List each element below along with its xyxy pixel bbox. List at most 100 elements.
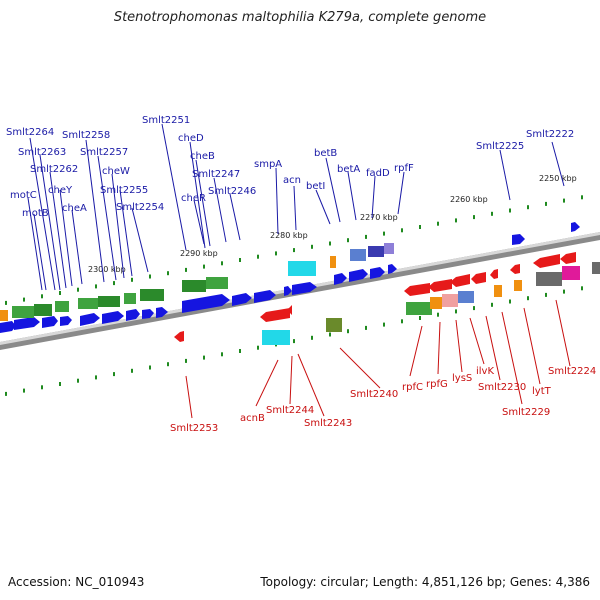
cds-arrow xyxy=(80,313,100,326)
topology-summary: Topology: circular; Length: 4,851,126 bp… xyxy=(260,575,590,589)
class-block xyxy=(182,280,206,292)
forward-cds-track xyxy=(0,222,580,333)
kbp-label-2260: 2260 kbp xyxy=(450,195,488,204)
cds-arrow xyxy=(370,267,385,279)
gene-label: lytT xyxy=(532,386,552,397)
cds-arrow xyxy=(533,254,560,268)
class-block xyxy=(12,306,34,318)
class-block xyxy=(442,294,458,307)
gene-label: Smlt2254 xyxy=(116,202,164,213)
gene-label: Smlt2253 xyxy=(170,423,218,434)
gene-label: betB xyxy=(314,148,337,159)
cds-arrow xyxy=(512,234,525,245)
gene-label: Smlt2264 xyxy=(6,127,54,138)
cds-arrow xyxy=(14,317,40,330)
cds-arrow xyxy=(471,272,486,284)
kbp-label-2300: 2300 kbp xyxy=(88,265,126,274)
gene-label: betA xyxy=(337,164,360,175)
gene-label: ilvK xyxy=(476,366,494,377)
class-block xyxy=(368,246,384,257)
bottom-leader-lines xyxy=(185,299,571,419)
cds-arrow xyxy=(60,316,72,326)
cds-arrow xyxy=(42,316,58,328)
gene-label: Smlt2251 xyxy=(142,115,190,126)
class-block xyxy=(206,277,228,289)
kbp-label-2290: 2290 kbp xyxy=(180,249,218,258)
cds-arrow xyxy=(254,290,276,303)
cds-arrow xyxy=(334,273,347,285)
gene-label: Smlt2230 xyxy=(478,382,526,393)
class-block xyxy=(124,293,136,304)
gene-label: Smlt2262 xyxy=(30,164,78,175)
cds-arrow xyxy=(560,252,576,264)
gene-label: smpA xyxy=(254,159,282,170)
gene-label: motB xyxy=(22,208,49,219)
cds-arrow xyxy=(284,286,292,296)
class-block xyxy=(326,318,342,332)
class-block xyxy=(536,272,562,286)
class-block xyxy=(330,256,336,268)
gene-label: Smlt2257 xyxy=(80,147,128,158)
class-block xyxy=(98,296,120,307)
cds-arrow xyxy=(260,308,290,322)
class-block xyxy=(262,330,290,345)
gene-label: Smlt2247 xyxy=(192,169,240,180)
class-block xyxy=(430,297,442,309)
cds-arrow xyxy=(571,222,580,232)
top-leader-lines xyxy=(27,123,565,291)
kbp-label-2250: 2250 kbp xyxy=(539,174,577,183)
class-block xyxy=(55,301,69,312)
gene-label: acn xyxy=(283,175,301,186)
cds-arrow xyxy=(174,331,184,342)
cds-arrow xyxy=(404,283,430,296)
cds-arrow xyxy=(182,294,230,313)
class-block xyxy=(514,280,522,291)
gene-label: acnB xyxy=(240,413,265,424)
accession-text: Accession: NC_010943 xyxy=(8,575,145,589)
class-block xyxy=(458,291,474,303)
kbp-label-2280: 2280 kbp xyxy=(270,231,308,240)
cds-arrow xyxy=(490,269,498,279)
gene-label: Smlt2255 xyxy=(100,185,148,196)
cds-arrow xyxy=(102,311,124,324)
gene-label: cheA xyxy=(62,203,87,214)
class-block xyxy=(592,262,600,274)
topology-text: Topology: circular; Length: 4,851,126 bp… xyxy=(260,575,590,589)
top-gene-labels: Smlt2264 Smlt2263 Smlt2262 motC motB che… xyxy=(6,115,574,219)
gene-label: cheB xyxy=(190,151,215,162)
gene-label: Smlt2224 xyxy=(548,366,596,377)
gene-label: Smlt2263 xyxy=(18,147,66,158)
class-block xyxy=(494,285,502,297)
class-block xyxy=(406,302,432,315)
cds-arrow xyxy=(292,282,317,295)
forward-class-track xyxy=(0,243,394,321)
kbp-label-2270: 2270 kbp xyxy=(360,213,398,222)
gene-label: Smlt2229 xyxy=(502,407,550,418)
class-block xyxy=(350,249,366,261)
gene-label: Smlt2244 xyxy=(266,405,314,416)
cds-arrow xyxy=(349,269,368,282)
gene-label: Smlt2222 xyxy=(526,129,574,140)
gene-label: Smlt2240 xyxy=(350,389,398,400)
tick-marks xyxy=(5,195,583,396)
class-block xyxy=(288,261,316,276)
gene-label: Smlt2246 xyxy=(208,186,256,197)
kbp-scale: 2250 kbp 2260 kbp 2270 kbp 2280 kbp 2290… xyxy=(88,174,577,274)
class-block xyxy=(384,243,394,254)
gene-label: cheY xyxy=(48,185,73,196)
gene-label: cheD xyxy=(178,133,204,144)
cds-arrow xyxy=(428,279,452,292)
cds-arrow xyxy=(450,274,470,287)
gene-label: lysS xyxy=(452,373,472,384)
cds-arrow xyxy=(388,264,397,274)
reverse-class-track xyxy=(262,262,600,345)
gene-label: betI xyxy=(306,181,325,192)
gene-label: fadD xyxy=(366,168,390,179)
cds-arrow xyxy=(142,309,154,319)
gene-label: Smlt2225 xyxy=(476,141,524,152)
cds-arrow xyxy=(232,293,252,306)
class-block xyxy=(140,289,164,301)
gene-label: cheR xyxy=(181,193,206,204)
class-block xyxy=(562,266,580,280)
